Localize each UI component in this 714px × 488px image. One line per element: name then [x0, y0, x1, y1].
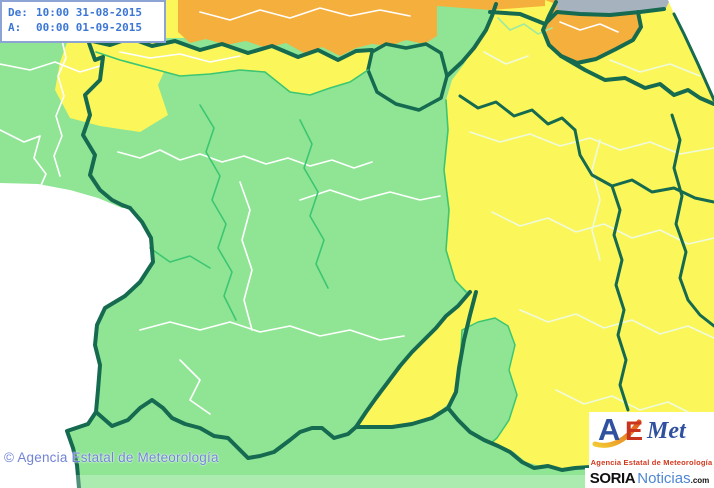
- period-to-value: 00:00 01-09-2015: [36, 21, 142, 34]
- aemet-wordmark: A E Met: [589, 412, 714, 456]
- zone-lines-green: [95, 51, 467, 321]
- aemet-letter-a: A: [598, 412, 621, 447]
- map-region-green-pocket-north: [366, 42, 449, 112]
- soria-brand-suffix: Noticias: [637, 469, 691, 487]
- validity-period-box: De: 10:00 31-08-2015 A: 00:00 01-09-2015: [0, 0, 166, 43]
- soria-noticias-logo: SORIA Noticias .com: [585, 468, 714, 488]
- aemet-letter-e: E: [625, 416, 644, 446]
- copyright-text: © Agencia Estatal de Meteorología: [4, 450, 219, 465]
- community-borders-teal: [65, 0, 714, 488]
- period-from-row: De: 10:00 31-08-2015: [8, 5, 164, 20]
- soria-tld: .com: [690, 476, 710, 485]
- bottom-fade-strip: [0, 475, 586, 488]
- period-to-label: A:: [8, 21, 22, 34]
- province-lines-white: [0, 7, 619, 415]
- map-region-orange-west: [178, 0, 437, 56]
- aemet-subtitle: Agencia Estatal de Meteorología: [590, 458, 713, 467]
- period-to-row: A: 00:00 01-09-2015: [8, 20, 164, 35]
- map-region-portugal-white: [0, 183, 153, 488]
- aemet-logo: A E Met Agencia Estatal de Meteorología: [589, 412, 714, 468]
- aemet-letters-met: Met: [647, 418, 686, 444]
- map-region-yellow-north-band: [88, 38, 372, 95]
- province-lines-pale: [469, 51, 714, 417]
- period-from-value: 10:00 31-08-2015: [36, 6, 142, 19]
- soria-brand: SORIA: [589, 469, 636, 487]
- map-region-orange-top-strip: [437, 0, 545, 10]
- aemet-swoosh-icon: [592, 419, 642, 448]
- period-from-label: De:: [8, 6, 28, 19]
